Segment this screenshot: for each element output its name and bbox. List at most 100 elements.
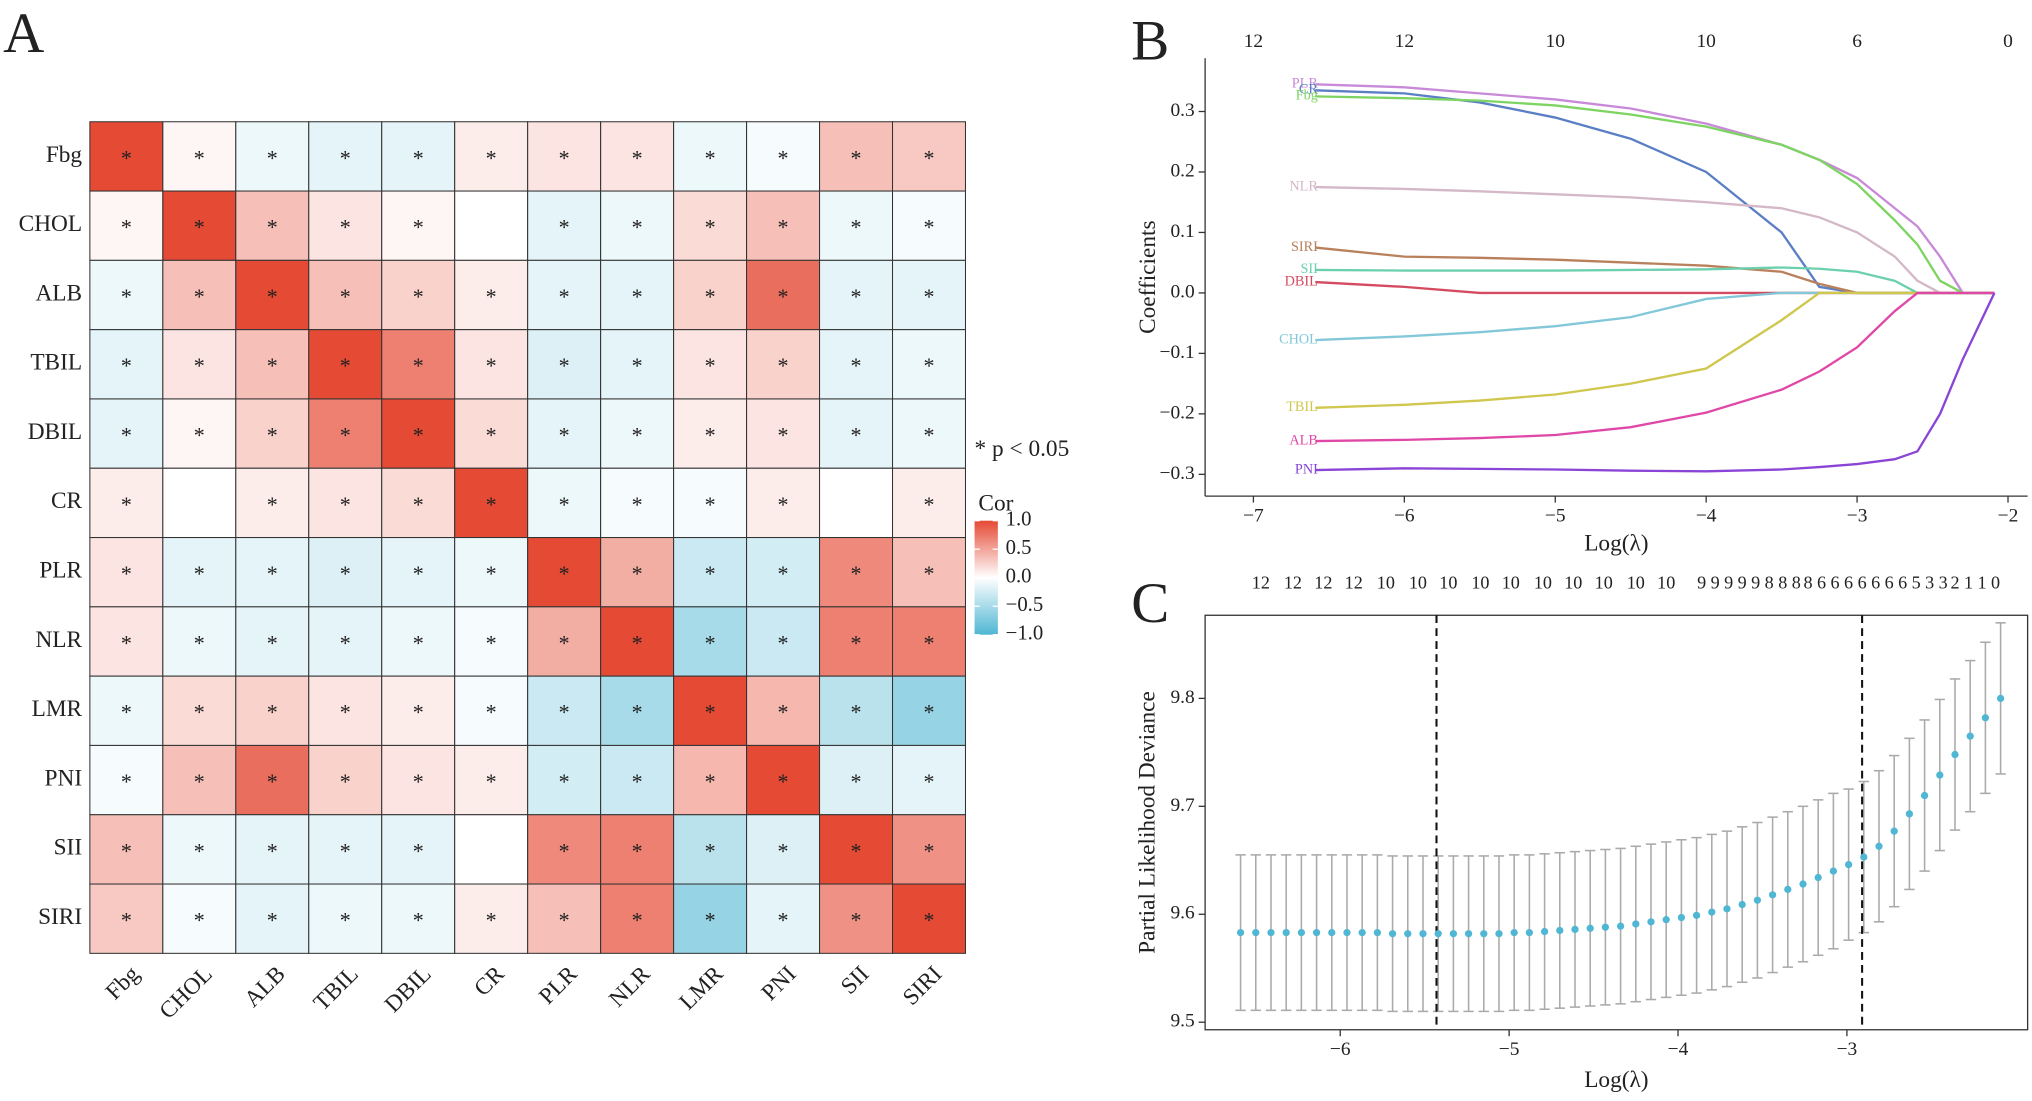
heatmap-cell [162, 675, 237, 746]
significance-mark: * [851, 561, 862, 586]
significance-mark: * [705, 145, 716, 170]
heatmap-cell [381, 190, 456, 261]
y-tick-label: 0.1 [1170, 221, 1194, 242]
column-label: PNI [757, 961, 802, 1006]
deviance-point [1252, 928, 1260, 937]
top-tick-label: 12 [1395, 31, 1414, 52]
heatmap-cell [600, 537, 675, 608]
series-label: CHOL [1279, 331, 1318, 347]
significance-mark: * [267, 284, 278, 309]
significance-mark: * [413, 423, 424, 448]
y-tick-label: 0.3 [1170, 100, 1194, 121]
heatmap-cell [235, 537, 310, 608]
series-label: NLR [1289, 178, 1318, 194]
heatmap-cell [308, 814, 383, 885]
top-tick-label: 9 [1724, 572, 1733, 592]
deviance-point [1844, 860, 1853, 869]
heatmap-cell [819, 606, 894, 677]
heatmap-cell [819, 744, 894, 816]
significance-mark: * [413, 561, 424, 586]
deviance-point [1814, 873, 1822, 882]
heatmap-cell [381, 537, 456, 608]
heatmap-cell [162, 259, 237, 331]
panel-label: C [1131, 572, 1169, 635]
top-tick-label: 3 [1939, 572, 1948, 592]
significance-mark: * [559, 838, 570, 863]
significance-mark: * [340, 284, 351, 309]
colorbar-tick-label: 0.5 [1006, 537, 1032, 559]
heatmap-cell [162, 744, 237, 816]
significance-mark: * [413, 492, 424, 517]
deviance-point [1723, 905, 1731, 913]
significance-mark: * [559, 908, 570, 933]
deviance-point [1343, 928, 1351, 937]
significance-mark: * [194, 769, 205, 794]
significance-mark: * [559, 145, 570, 170]
deviance-point [1647, 918, 1655, 926]
significance-mark: * [486, 908, 497, 933]
column-label: DBIL [380, 961, 437, 1018]
coefficient-line [1315, 292, 1996, 473]
top-tick-label: 3 [1925, 572, 1934, 592]
heatmap-cell [673, 675, 748, 746]
significance-mark: * [778, 700, 789, 725]
heatmap-cell [891, 190, 967, 261]
deviance-point [1677, 913, 1686, 922]
top-tick-label: 10 [1595, 572, 1613, 592]
deviance-point [1875, 842, 1883, 850]
heatmap-cell [673, 467, 748, 539]
significance-mark: * [559, 353, 570, 378]
heatmap-cell [308, 606, 383, 677]
significance-mark: * [923, 284, 934, 309]
row-label: SII [54, 835, 82, 861]
heatmap-cell [235, 329, 310, 400]
heatmap-cell [819, 190, 894, 261]
top-tick-label: 9 [1738, 572, 1747, 592]
deviance-point [1632, 920, 1640, 928]
significance-mark: * [778, 215, 789, 240]
heatmap-cell [891, 675, 967, 746]
top-tick-label: 10 [1546, 31, 1565, 52]
top-tick-label: 12 [1345, 572, 1363, 592]
significance-mark: * [340, 838, 351, 863]
row-label: LMR [32, 696, 83, 722]
column-label: PLR [534, 961, 583, 1010]
heatmap-cell [891, 537, 967, 608]
significance-mark: * [778, 561, 789, 586]
heatmap-cell [819, 883, 894, 954]
top-tick-label: 6 [1852, 31, 1862, 52]
heatmap-cell [819, 814, 894, 885]
top-tick-label: 10 [1564, 572, 1582, 592]
significance-mark: * [267, 492, 278, 517]
significance-mark: * [340, 145, 351, 170]
y-tick-label: 9.7 [1170, 795, 1195, 816]
top-tick-label: 6 [1871, 572, 1880, 592]
significance-mark: * [559, 215, 570, 240]
heatmap-cell [381, 329, 456, 400]
significance-mark: * [267, 630, 278, 655]
top-tick-label: 9 [1697, 572, 1706, 592]
colorbar [974, 520, 998, 635]
heatmap-cell [673, 883, 748, 954]
series-label: DBIL [1285, 273, 1318, 289]
heatmap-cell [454, 675, 529, 746]
significance-mark: * [486, 769, 497, 794]
heatmap-cell [162, 814, 237, 885]
deviance-point [1312, 928, 1321, 937]
heatmap-cell [746, 121, 821, 192]
heatmap-cell [600, 744, 675, 816]
significance-mark: * [413, 145, 424, 170]
heatmap-cell [819, 467, 894, 539]
heatmap-cell [527, 814, 602, 885]
y-tick-label: 9.6 [1170, 903, 1195, 924]
significance-mark: * [923, 423, 934, 448]
significance-mark: * [851, 908, 862, 933]
deviance-point [1480, 930, 1488, 938]
significance-mark: * [194, 630, 205, 655]
heatmap-cell [891, 121, 967, 192]
heatmap-cell [600, 467, 675, 539]
row-label: DBIL [28, 419, 82, 445]
top-tick-label: 10 [1409, 572, 1427, 592]
series-label: Fbg [1296, 88, 1318, 104]
heatmap-cell [162, 606, 237, 677]
